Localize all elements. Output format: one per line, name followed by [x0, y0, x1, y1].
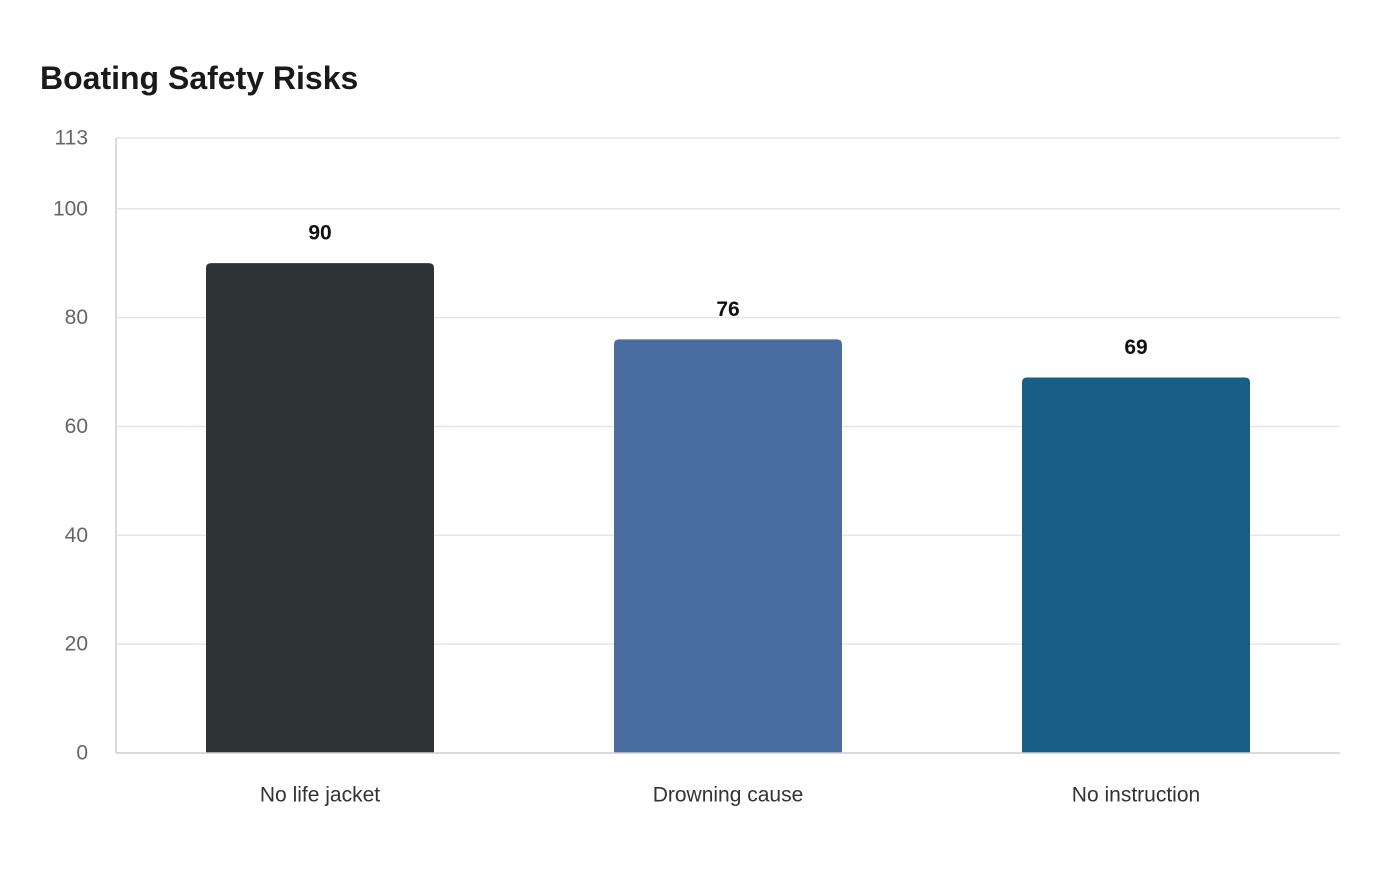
- bar-value-label: 76: [716, 298, 739, 321]
- y-tick-label: 113: [55, 127, 88, 150]
- y-tick-label: 40: [65, 524, 88, 547]
- bar: [614, 339, 842, 753]
- x-tick-label: No life jacket: [260, 784, 380, 807]
- y-tick-label: 20: [65, 633, 88, 656]
- y-axis-ticks: 0 20 40 60 80 100 113: [53, 127, 88, 765]
- y-tick-label: 0: [76, 742, 88, 765]
- bars: [206, 263, 1250, 753]
- bar: [206, 263, 434, 753]
- y-tick-label: 60: [65, 415, 88, 438]
- x-tick-label: No instruction: [1072, 784, 1200, 807]
- bar-value-label: 90: [308, 222, 331, 245]
- chart-title: Boating Safety Risks: [40, 60, 359, 96]
- bar-value-label: 69: [1124, 336, 1147, 359]
- y-tick-label: 80: [65, 306, 88, 329]
- x-axis-ticks: No life jacket Drowning cause No instructi…: [260, 784, 1200, 807]
- x-tick-label: Drowning cause: [653, 784, 804, 807]
- y-tick-label: 100: [53, 197, 88, 220]
- data-labels: 90 76 69: [308, 222, 1147, 359]
- bar: [1022, 377, 1250, 753]
